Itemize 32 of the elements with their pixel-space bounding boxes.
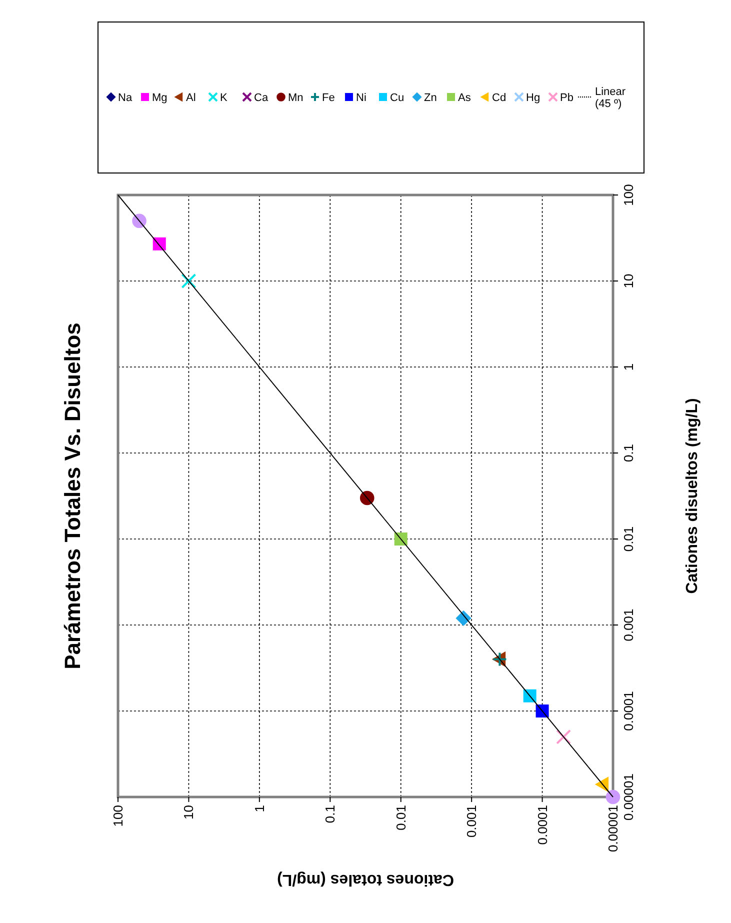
y-tick-label: 1 xyxy=(621,363,636,371)
x-tick-label: 100 xyxy=(110,805,126,827)
legend-label: Linear (45 º) xyxy=(595,86,626,110)
legend-label: As xyxy=(458,92,472,104)
legend-label: Cu xyxy=(390,92,404,104)
y-tick-label: 0.1 xyxy=(621,444,636,462)
y-tick-label: 10 xyxy=(621,274,636,288)
y-tick-label: 100 xyxy=(621,184,636,206)
legend-label: Cd xyxy=(492,92,506,104)
x-tick-label: 0.1 xyxy=(322,805,338,824)
legend-label: Al xyxy=(186,92,196,104)
legend-label: Hg xyxy=(526,92,540,104)
x-tick-label: 0.001 xyxy=(464,805,480,838)
x-tick-label: 10 xyxy=(181,805,196,820)
y-tick-label: 0.01 xyxy=(621,526,636,552)
legend-label: Ca xyxy=(254,92,269,104)
text: Parámetros Totales Vs. Disueltos xyxy=(60,322,85,670)
legend-label: Mn xyxy=(288,92,304,104)
legend-label: Na xyxy=(118,92,133,104)
y-tick-label: 0.0001 xyxy=(621,691,636,731)
y-axis-title: Cationes disueltos (mg/L) xyxy=(684,398,701,594)
legend-label: Zn xyxy=(424,92,437,104)
legend-label: Mg xyxy=(152,92,168,104)
legend-label: K xyxy=(220,92,228,104)
x-tick-label: 1 xyxy=(252,805,267,812)
legend-label: Fe xyxy=(322,92,335,104)
legend-label: Pb xyxy=(560,92,574,104)
y-tick-label: 0.001 xyxy=(621,608,636,642)
x-axis-title: Cationes totales (mg/L) xyxy=(277,871,454,888)
x-tick-label: 0.0001 xyxy=(534,805,550,845)
x-tick-label: 0.01 xyxy=(393,805,408,830)
legend-label: Ni xyxy=(356,92,366,104)
